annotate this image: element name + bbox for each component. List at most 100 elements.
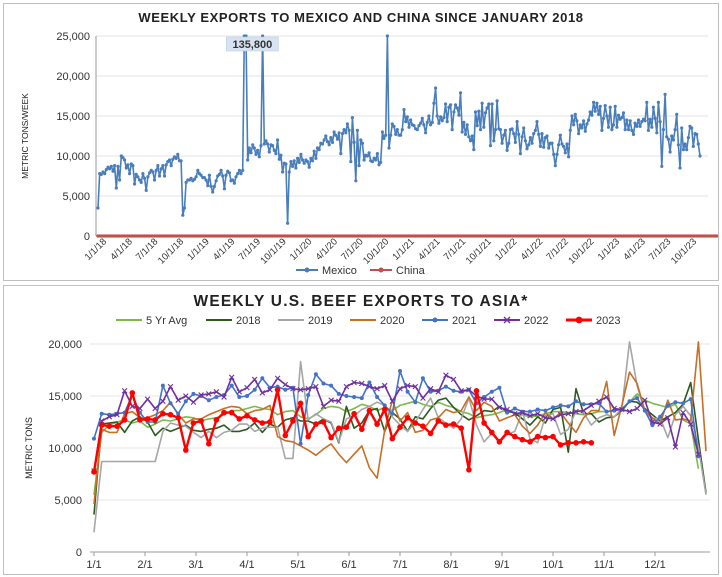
- data-point-2023: [198, 418, 204, 424]
- data-point-2022: [114, 411, 120, 418]
- data-point-mexico: [294, 166, 298, 170]
- data-point-mexico: [221, 174, 225, 178]
- data-point-mexico: [274, 152, 278, 156]
- data-point-mexico: [113, 164, 117, 168]
- data-point-mexico: [658, 120, 662, 124]
- data-point-mexico: [444, 102, 448, 106]
- data-point-mexico: [550, 141, 554, 145]
- data-point-2021: [168, 401, 173, 406]
- data-point-mexico: [277, 157, 281, 161]
- data-point-2023: [458, 425, 465, 431]
- data-point-2023: [359, 426, 365, 433]
- data-point-2023: [588, 440, 595, 446]
- data-point-2021: [489, 389, 494, 394]
- data-point-2023: [129, 390, 136, 396]
- data-point-2021: [283, 387, 288, 392]
- data-point-mexico: [650, 125, 654, 129]
- data-point-mexico: [568, 128, 572, 132]
- x-tick-label: 8/1: [443, 559, 458, 571]
- data-point-mexico: [606, 125, 611, 129]
- data-point-mexico: [625, 118, 629, 122]
- data-point-2022: [619, 406, 625, 413]
- x-tick-label: 4/1/22: [519, 236, 545, 262]
- data-point-2022: [580, 407, 587, 414]
- data-point-mexico: [256, 148, 260, 152]
- data-point-mexico: [387, 146, 391, 150]
- data-point-mexico: [266, 142, 270, 146]
- data-point-2022: [244, 384, 250, 391]
- data-point-mexico: [302, 161, 306, 165]
- data-point-2021: [650, 423, 655, 428]
- data-point-mexico: [296, 156, 300, 160]
- data-point-mexico: [192, 177, 197, 181]
- data-point-2022: [519, 409, 526, 416]
- data-point-mexico: [405, 115, 409, 119]
- data-point-mexico: [595, 101, 599, 105]
- y-tick-label: 15,000: [56, 111, 90, 123]
- data-point-2022: [190, 399, 197, 406]
- data-point-mexico: [663, 92, 667, 96]
- data-point-mexico: [635, 124, 639, 128]
- data-point-2022: [183, 393, 189, 399]
- legend: 5 Yr Avg 2018 2019 2020 2021 2022 2023: [116, 315, 620, 327]
- data-point-2022: [680, 409, 686, 416]
- data-point-2021: [535, 407, 540, 412]
- data-point-2022: [397, 385, 403, 392]
- data-point-mexico: [196, 168, 200, 172]
- data-point-mexico: [538, 144, 543, 148]
- data-point-2022: [160, 398, 166, 404]
- data-point-2022: [626, 408, 633, 415]
- data-point-mexico: [141, 172, 145, 176]
- data-point-mexico: [498, 128, 502, 132]
- data-point-mexico: [171, 157, 175, 161]
- data-point-2023: [114, 423, 120, 429]
- data-point-2023: [443, 422, 449, 428]
- data-point-2022: [167, 383, 174, 390]
- x-tick-label: 10/1: [542, 559, 563, 571]
- data-point-mexico: [512, 132, 516, 136]
- data-point-2022: [657, 421, 663, 427]
- data-point-2021: [574, 399, 578, 404]
- data-point-2023: [167, 411, 174, 418]
- data-point-mexico: [660, 164, 664, 168]
- data-point-mexico: [696, 142, 700, 146]
- y-tick-label: 10,000: [48, 443, 82, 455]
- asia-beef-chart: WEEKLY U.S. BEEF EXPORTS TO ASIA* 5 Yr Av…: [24, 293, 710, 571]
- data-point-2021: [359, 396, 364, 401]
- x-tick-label: 6/1: [341, 559, 356, 571]
- data-point-mexico: [558, 133, 562, 137]
- data-point-2022: [458, 388, 464, 394]
- data-point-2023: [542, 434, 549, 441]
- data-point-mexico: [485, 106, 489, 110]
- legend-label-china: China: [396, 265, 426, 277]
- data-point-mexico: [262, 142, 266, 146]
- data-point-2022: [358, 380, 365, 387]
- data-point-mexico: [621, 111, 626, 115]
- data-point-mexico: [116, 164, 120, 168]
- data-point-mexico: [525, 147, 529, 151]
- x-tick-label: 1/1/21: [390, 236, 416, 262]
- data-point-2023: [481, 420, 487, 426]
- data-point-mexico: [468, 139, 473, 143]
- data-point-mexico: [241, 168, 245, 172]
- data-point-2022: [152, 405, 158, 412]
- data-point-2022: [504, 406, 510, 413]
- data-point-mexico: [434, 86, 438, 90]
- data-point-mexico: [167, 158, 172, 162]
- legend-marker-2022: [503, 316, 511, 324]
- data-point-mexico: [458, 91, 463, 95]
- data-point-2022: [588, 402, 595, 409]
- data-point-mexico: [252, 146, 256, 150]
- y-tick-label: 20,000: [48, 339, 82, 351]
- data-point-2021: [505, 410, 510, 415]
- data-point-mexico: [179, 159, 183, 163]
- data-point-mexico: [473, 110, 478, 114]
- data-point-2022: [466, 386, 472, 393]
- data-point-mexico: [427, 114, 431, 118]
- data-point-2022: [573, 408, 579, 415]
- data-point-2023: [152, 417, 158, 423]
- data-point-2023: [557, 442, 564, 448]
- data-point-mexico: [455, 106, 459, 110]
- x-tick-label: 4/1/20: [314, 236, 340, 262]
- data-point-2021: [382, 403, 387, 408]
